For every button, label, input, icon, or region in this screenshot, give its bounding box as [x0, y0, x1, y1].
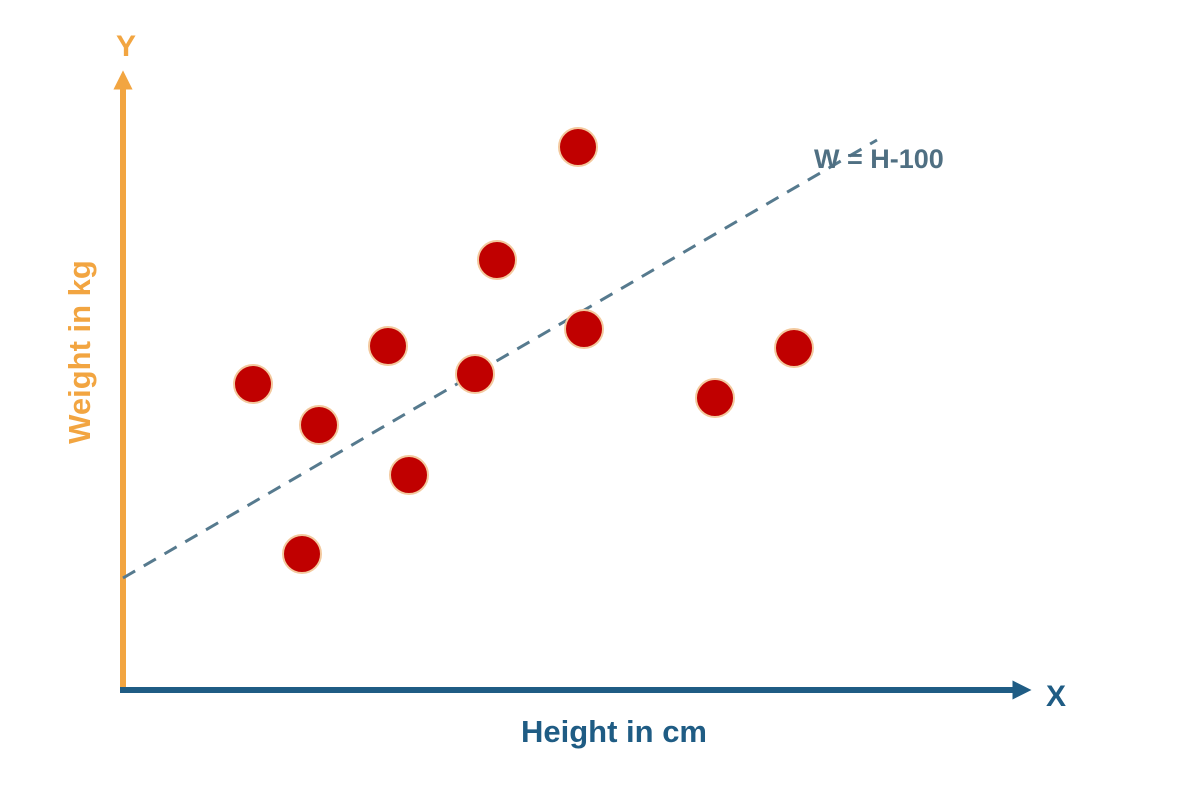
- data-point: [564, 309, 604, 349]
- data-point: [389, 455, 429, 495]
- data-point: [299, 405, 339, 445]
- data-point: [282, 534, 322, 574]
- data-point: [368, 326, 408, 366]
- x-axis-title: Height in cm: [521, 714, 707, 749]
- data-point: [774, 328, 814, 368]
- data-point: [455, 354, 495, 394]
- y-axis-title: Weight in kg: [62, 260, 97, 444]
- data-point: [233, 364, 273, 404]
- data-points: [233, 127, 814, 574]
- y-axis-letter: Y: [116, 30, 136, 63]
- trend-line-label: W = H-100: [814, 144, 944, 174]
- x-axis-letter: X: [1046, 680, 1066, 713]
- trend-line: [122, 138, 878, 580]
- data-point: [695, 378, 735, 418]
- data-point: [477, 240, 517, 280]
- data-point: [558, 127, 598, 167]
